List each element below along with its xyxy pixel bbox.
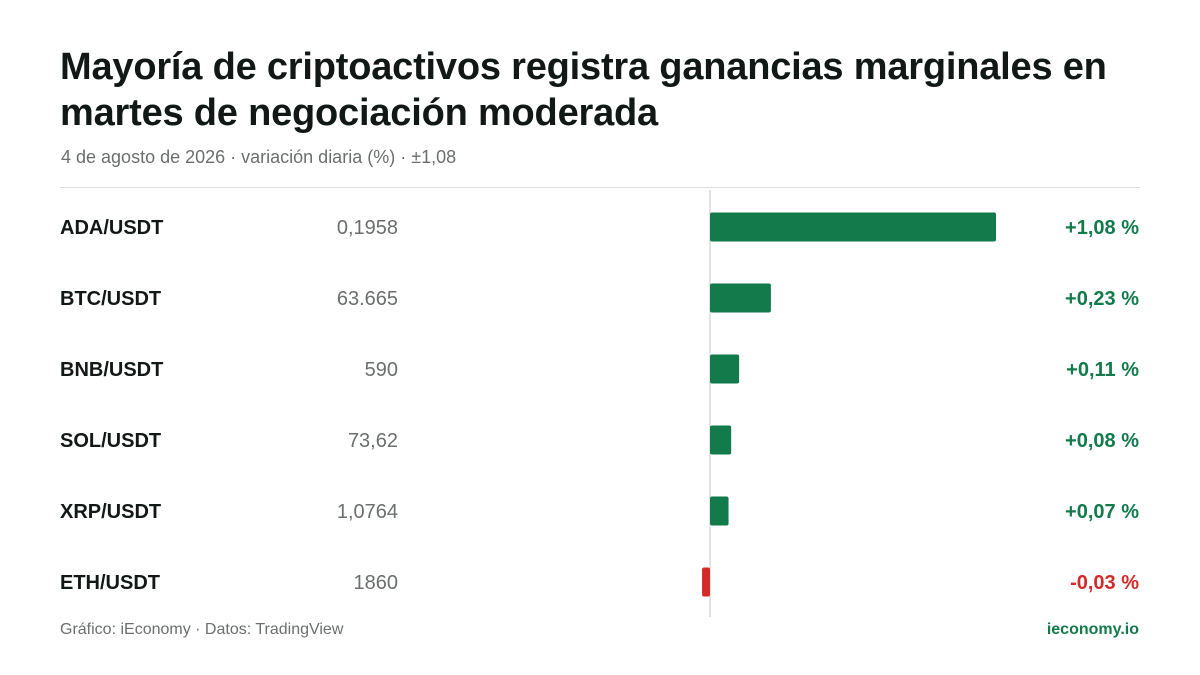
- value-label: -0,03 %: [1070, 572, 1139, 594]
- chart-title: Mayoría de criptoactivos registra gananc…: [60, 46, 1107, 134]
- value-label: +0,07 %: [1065, 501, 1139, 523]
- price-label: 73,62: [348, 430, 398, 452]
- price-label: 1,0764: [337, 501, 398, 523]
- bar-row: SOL/USDT 73,62 +0,08 %: [60, 425, 1139, 455]
- value-label: +0,08 %: [1065, 430, 1139, 452]
- source-credit: Gráfico: iEconomy · Datos: TradingView: [60, 621, 344, 638]
- price-label: 590: [365, 359, 398, 381]
- bar-row: BTC/USDT 63.665 +0,23 %: [60, 283, 1139, 313]
- bar: [710, 354, 740, 384]
- header-divider: [60, 187, 1140, 188]
- bar: [710, 212, 996, 242]
- category-label: BNB/USDT: [60, 359, 163, 381]
- bar-row: ETH/USDT 1860 -0,03 %: [60, 567, 1139, 597]
- bar-row: ADA/USDT 0,1958 +1,08 %: [60, 212, 1139, 242]
- category-label: BTC/USDT: [60, 288, 161, 310]
- bar: [710, 496, 729, 526]
- category-label: XRP/USDT: [60, 501, 161, 523]
- category-label: ETH/USDT: [60, 572, 160, 594]
- bar-row: XRP/USDT 1,0764 +0,07 %: [60, 496, 1139, 526]
- value-label: +1,08 %: [1065, 217, 1139, 239]
- chart-subtitle: 4 de agosto de 2026 · variación diaria (…: [61, 147, 457, 167]
- price-label: 63.665: [337, 288, 398, 310]
- value-label: +0,11 %: [1066, 359, 1139, 381]
- price-label: 1860: [354, 572, 399, 594]
- category-label: ADA/USDT: [60, 217, 163, 239]
- value-label: +0,23 %: [1065, 288, 1139, 310]
- category-label: SOL/USDT: [60, 430, 161, 452]
- bar: [710, 425, 732, 455]
- bar: [710, 283, 771, 313]
- bar: [702, 567, 710, 597]
- brand-link[interactable]: ieconomy.io: [1046, 621, 1139, 638]
- price-label: 0,1958: [337, 217, 398, 239]
- bar-row: BNB/USDT 590 +0,11 %: [60, 354, 1139, 384]
